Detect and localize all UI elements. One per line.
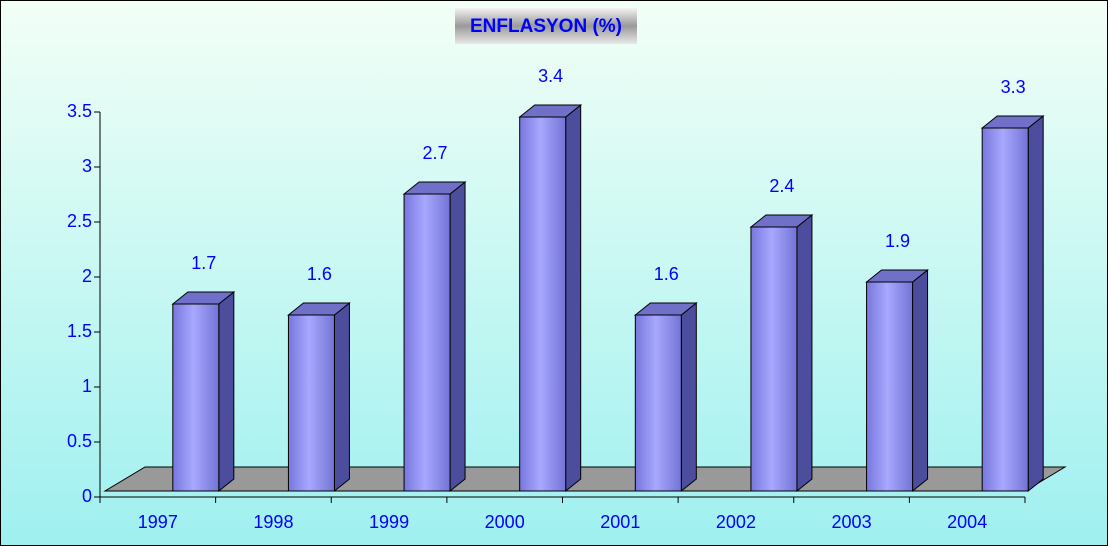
bar: [980, 114, 1045, 493]
value-label: 3.3: [1001, 77, 1026, 97]
bar-front: [403, 193, 451, 492]
x-tick-label: 1999: [369, 512, 409, 532]
bar-front: [519, 116, 567, 492]
bar: [171, 290, 236, 493]
x-tick-label: 2004: [947, 512, 987, 532]
bar-front: [634, 314, 682, 492]
bar: [633, 301, 698, 493]
y-tick-label: 2: [82, 266, 92, 286]
bar-side: [1027, 114, 1044, 493]
value-label: 3.4: [538, 66, 563, 86]
x-tick-label: 1998: [253, 512, 293, 532]
bar: [287, 301, 351, 493]
value-label: 2.7: [423, 143, 448, 163]
value-label: 1.6: [654, 264, 679, 284]
x-tick-label: 1997: [138, 512, 178, 532]
title-box: [455, 8, 637, 44]
value-label: 2.4: [769, 176, 794, 196]
chart-title: ENFLASYON (%): [470, 16, 622, 37]
bar-side: [912, 268, 929, 493]
bar-front: [866, 281, 914, 492]
bar: [402, 180, 467, 493]
value-label: 1.7: [191, 253, 216, 273]
bar-side: [218, 290, 235, 493]
x-tick-label: 2000: [485, 512, 525, 532]
bar-side: [565, 103, 582, 493]
value-label: 1.6: [307, 264, 332, 284]
bar-side: [449, 180, 466, 493]
y-tick-label: 1.5: [67, 321, 92, 341]
y-tick-label: 2.5: [67, 211, 92, 231]
x-tick-label: 2001: [600, 512, 640, 532]
bar-side: [796, 213, 813, 493]
bar-side: [680, 301, 697, 493]
bar-front: [172, 303, 220, 492]
y-tick-label: 1: [82, 376, 92, 396]
bar: [865, 268, 929, 493]
bar-side: [333, 301, 350, 493]
y-tick-label: 0.5: [67, 431, 92, 451]
value-label: 1.9: [885, 231, 910, 251]
y-tick-label: 0: [82, 486, 92, 506]
bar: [518, 103, 583, 493]
bar-front: [750, 226, 798, 492]
x-tick-label: 2002: [716, 512, 756, 532]
y-tick-label: 3.5: [67, 101, 92, 121]
bar-front: [981, 127, 1029, 492]
y-tick-label: 3: [82, 156, 92, 176]
bar-front: [287, 314, 335, 492]
x-tick-label: 2003: [832, 512, 872, 532]
bar: [749, 213, 814, 493]
